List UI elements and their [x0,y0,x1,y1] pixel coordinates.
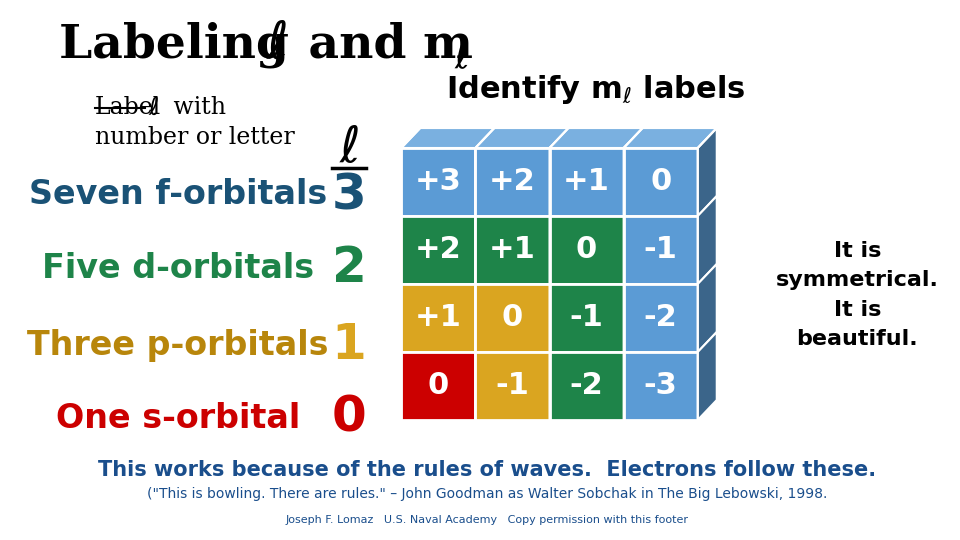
Bar [401,352,475,420]
Text: 0: 0 [650,167,671,197]
Text: 0: 0 [576,235,597,265]
Bar [475,352,549,420]
Polygon shape [698,128,717,216]
Polygon shape [549,128,642,148]
Text: 0: 0 [428,372,449,401]
Text: +2: +2 [489,167,536,197]
Text: Five d-orbitals: Five d-orbitals [42,252,314,285]
Text: Label: Label [95,97,161,119]
Text: -1: -1 [495,372,529,401]
Text: ("This is bowling. There are rules." – John Goodman as Walter Sobchak in The Big: ("This is bowling. There are rules." – J… [147,487,827,501]
Text: number or letter: number or letter [95,126,295,150]
Text: 0: 0 [331,394,367,442]
Polygon shape [624,128,717,148]
Bar [401,216,475,284]
Text: Identify m$_\ell$ labels: Identify m$_\ell$ labels [446,73,746,106]
Bar [475,216,549,284]
Text: -2: -2 [569,372,604,401]
Text: $\ell$: $\ell$ [453,41,468,75]
Bar [549,148,624,216]
Text: and m: and m [292,22,473,68]
Bar [549,216,624,284]
Text: This works because of the rules of waves.  Electrons follow these.: This works because of the rules of waves… [98,460,876,480]
Polygon shape [401,128,494,148]
Polygon shape [698,332,717,420]
Bar [624,284,698,352]
Text: +2: +2 [415,235,462,265]
Bar [624,216,698,284]
Text: $\ell$: $\ell$ [339,123,359,173]
Text: -1: -1 [644,235,678,265]
Text: Joseph F. Lomaz   U.S. Naval Academy   Copy permission with this footer: Joseph F. Lomaz U.S. Naval Academy Copy … [285,515,688,525]
Text: 1: 1 [331,321,367,369]
Text: Labeling: Labeling [60,22,305,68]
Bar [549,352,624,420]
Text: with: with [165,97,226,119]
Bar [401,284,475,352]
Bar [475,148,549,216]
Bar [549,284,624,352]
Text: +3: +3 [415,167,462,197]
Polygon shape [698,196,717,284]
Text: +1: +1 [489,235,536,265]
Bar [624,148,698,216]
Polygon shape [698,264,717,352]
Text: Three p-orbitals: Three p-orbitals [27,328,328,361]
Bar [624,352,698,420]
Polygon shape [475,128,568,148]
Text: +1: +1 [415,303,462,333]
Text: Seven f-orbitals: Seven f-orbitals [29,179,327,212]
Text: One s-orbital: One s-orbital [56,402,300,435]
Text: 3: 3 [331,171,367,219]
Bar [475,284,549,352]
Text: -2: -2 [644,303,678,333]
Text: 2: 2 [331,244,367,292]
Text: It is
symmetrical.
It is
beautiful.: It is symmetrical. It is beautiful. [776,241,939,349]
Text: +1: +1 [564,167,610,197]
Bar [401,148,475,216]
Text: 0: 0 [502,303,523,333]
Text: $\ell$: $\ell$ [149,97,159,119]
Text: -1: -1 [569,303,604,333]
Text: $\ell$: $\ell$ [266,19,288,71]
Text: -3: -3 [644,372,678,401]
